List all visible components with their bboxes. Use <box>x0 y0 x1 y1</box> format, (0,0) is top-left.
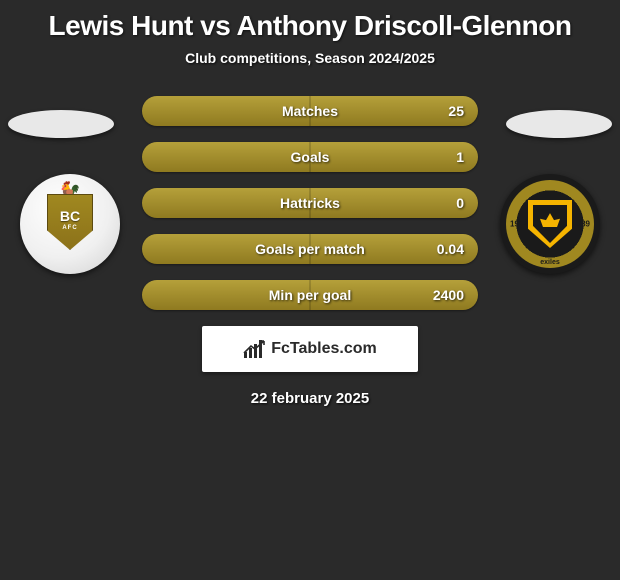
shield-right <box>528 200 572 248</box>
club-crest-left: 🐓 <box>20 174 120 274</box>
stat-label: Goals <box>291 149 330 165</box>
stat-row: Min per goal 2400 <box>142 280 478 310</box>
shield-left <box>47 194 93 250</box>
date-text: 22 february 2025 <box>0 390 620 407</box>
stat-label: Matches <box>282 103 338 119</box>
bar-fill-left <box>142 142 310 172</box>
comparison-card: Lewis Hunt vs Anthony Driscoll-Glennon C… <box>0 0 620 407</box>
stat-row: Goals 1 <box>142 142 478 172</box>
stat-row: Matches 25 <box>142 96 478 126</box>
stat-value-right: 2400 <box>433 287 464 303</box>
stat-label: Hattricks <box>280 195 340 211</box>
crest-right-year-right: 1989 <box>572 220 590 229</box>
stat-value-right: 0 <box>456 195 464 211</box>
bar-fill-right <box>310 142 478 172</box>
stat-bars: Matches 25 Goals 1 Hattricks 0 <box>142 96 478 310</box>
stat-label: Min per goal <box>269 287 351 303</box>
club-crest-right: 1912 1989 exiles <box>500 174 600 274</box>
page-subtitle: Club competitions, Season 2024/2025 <box>0 50 620 66</box>
stat-value-right: 0.04 <box>437 241 464 257</box>
stat-row: Hattricks 0 <box>142 188 478 218</box>
stat-value-right: 1 <box>456 149 464 165</box>
brand-text: FcTables.com <box>271 340 377 358</box>
crest-right-year-left: 1912 <box>510 220 528 229</box>
content-area: 🐓 1912 1989 exiles Matches 25 <box>0 96 620 407</box>
barchart-icon <box>243 340 265 358</box>
player-right-silhouette <box>506 110 612 138</box>
player-left-silhouette <box>8 110 114 138</box>
page-title: Lewis Hunt vs Anthony Driscoll-Glennon <box>0 10 620 42</box>
stat-label: Goals per match <box>255 241 365 257</box>
stat-value-right: 25 <box>448 103 464 119</box>
crest-right-bottom-text: exiles <box>540 259 559 266</box>
stat-row: Goals per match 0.04 <box>142 234 478 264</box>
brand-box: FcTables.com <box>202 326 418 372</box>
